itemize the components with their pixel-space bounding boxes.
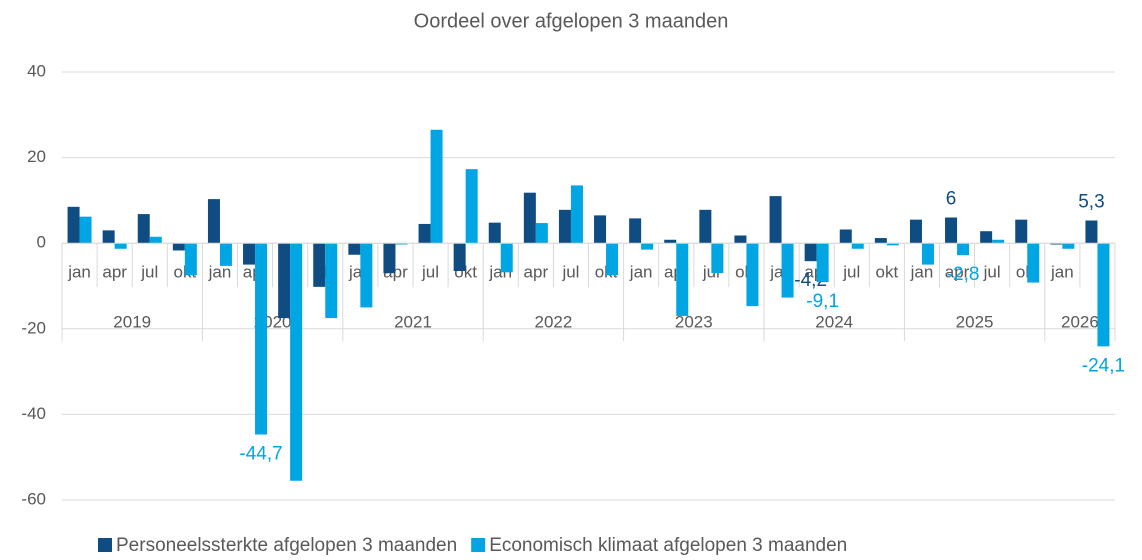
x-tick-label: jan <box>910 263 934 282</box>
bar <box>418 223 431 244</box>
bar <box>1085 220 1098 244</box>
bar <box>886 243 899 246</box>
bar <box>465 169 478 244</box>
x-tick-label: jul <box>140 263 158 282</box>
bar <box>114 243 127 249</box>
bar <box>430 129 443 244</box>
value-label: -2,8 <box>947 264 980 285</box>
bar <box>1027 243 1040 283</box>
bar <box>1015 219 1028 244</box>
y-tick-label: -40 <box>21 404 46 423</box>
y-tick-label: -60 <box>21 489 46 508</box>
legend-swatch <box>98 538 112 552</box>
bar <box>1062 243 1075 249</box>
bar <box>570 185 583 244</box>
bar <box>874 238 887 244</box>
x-tick-label: jan <box>67 263 91 282</box>
legend-swatch <box>471 538 486 552</box>
bar <box>488 222 501 244</box>
group-label: 2026 <box>1061 313 1099 332</box>
legend-label: Personeelssterkte afgelopen 3 maanden <box>116 535 457 556</box>
bar <box>219 243 232 266</box>
bar <box>207 199 220 244</box>
x-tick-label: jan <box>208 263 232 282</box>
group-label: 2024 <box>815 313 853 332</box>
bar <box>137 214 150 244</box>
value-label: -24,1 <box>1082 355 1125 376</box>
x-tick-label: jan <box>629 263 653 282</box>
value-label: 6 <box>946 189 957 210</box>
bar <box>781 243 794 298</box>
value-label: 5,3 <box>1078 192 1104 213</box>
bar <box>921 243 934 265</box>
bar <box>664 239 677 244</box>
bar <box>255 243 268 435</box>
x-tick-label: apr <box>524 263 549 282</box>
bar <box>500 243 513 273</box>
bar <box>769 196 782 244</box>
legend-label: Economisch klimaat afgelopen 3 maanden <box>489 535 847 556</box>
bar <box>676 243 689 316</box>
x-tick-label: apr <box>945 263 970 282</box>
bar <box>172 243 185 251</box>
bar <box>67 206 80 244</box>
bar <box>839 229 852 244</box>
bar <box>816 243 829 283</box>
x-tick-label: jan <box>1050 263 1074 282</box>
y-tick-label: 0 <box>37 233 46 252</box>
chart-title: Oordeel over afgelopen 3 maanden <box>414 10 729 32</box>
bar <box>278 243 291 319</box>
y-tick-label: 20 <box>27 147 46 166</box>
x-tick-label: okt <box>876 263 899 282</box>
group-label: 2022 <box>534 313 572 332</box>
bar <box>79 216 92 244</box>
bar <box>957 243 970 256</box>
bar <box>325 243 338 319</box>
bar <box>606 243 619 276</box>
bar <box>992 239 1005 244</box>
bar <box>102 230 115 244</box>
group-label: 2019 <box>113 313 151 332</box>
group-label: 2023 <box>675 313 713 332</box>
bar <box>558 209 571 244</box>
bar <box>594 215 607 244</box>
value-label: -44,7 <box>239 444 282 465</box>
bar <box>641 243 654 250</box>
y-tick-label: 40 <box>27 61 46 80</box>
bar <box>945 217 958 244</box>
bar <box>453 243 466 272</box>
group-label: 2021 <box>394 313 432 332</box>
x-tick-label: jul <box>842 263 860 282</box>
y-tick-label: -20 <box>21 318 46 337</box>
bar <box>348 243 361 255</box>
bar <box>909 219 922 244</box>
bar <box>711 243 724 274</box>
bar <box>243 243 256 265</box>
bar <box>1097 243 1110 347</box>
bar <box>184 243 197 276</box>
bar <box>699 209 712 244</box>
value-label: -9,1 <box>806 291 839 312</box>
x-tick-label: jul <box>561 263 579 282</box>
bar <box>734 235 747 244</box>
bar <box>804 243 817 262</box>
bar <box>149 236 162 244</box>
bar <box>746 243 759 307</box>
bar <box>313 243 326 287</box>
bar <box>290 243 303 481</box>
bar <box>980 231 993 244</box>
bar <box>395 243 408 245</box>
bar <box>360 243 373 308</box>
x-tick-label: jul <box>421 263 439 282</box>
group-label: 2025 <box>956 313 994 332</box>
x-tick-label: jul <box>983 263 1001 282</box>
x-tick-label: apr <box>102 263 127 282</box>
bar <box>535 223 548 244</box>
bar <box>629 218 642 244</box>
bar <box>851 243 864 249</box>
bar <box>1050 243 1063 245</box>
bar <box>523 192 536 244</box>
bar <box>383 243 396 274</box>
